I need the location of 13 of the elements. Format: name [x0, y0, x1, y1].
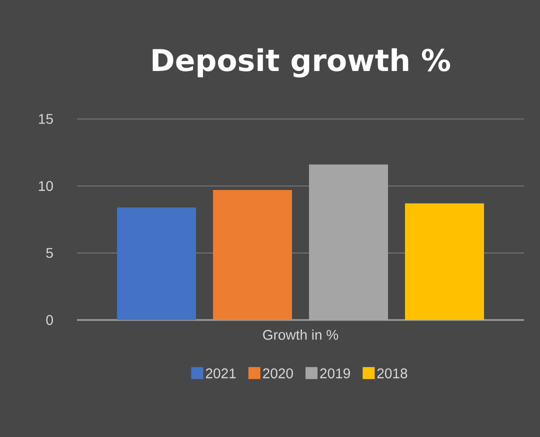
legend-label: 2019 — [320, 368, 350, 378]
y-tick-label: 5 — [46, 248, 53, 258]
y-tick-label: 0 — [46, 315, 53, 325]
bar — [405, 203, 484, 320]
bar — [213, 190, 292, 320]
y-tick-label: 15 — [38, 114, 53, 124]
chart-title: Deposit growth % — [152, 48, 450, 78]
legend-label: 2021 — [206, 368, 236, 378]
x-tick-label: Growth in % — [263, 330, 338, 340]
legend-label: 2018 — [377, 368, 408, 378]
y-tick-label: 10 — [38, 181, 53, 191]
bar — [117, 207, 196, 320]
legend-label: 2020 — [263, 368, 293, 378]
